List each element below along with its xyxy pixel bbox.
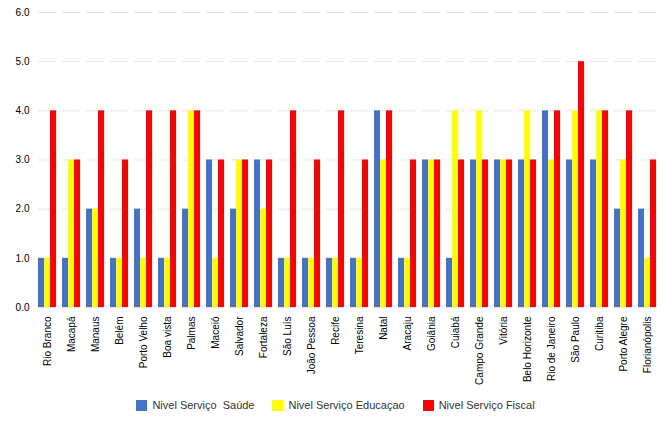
- svg-text:Porto Alegre: Porto Alegre: [618, 316, 629, 371]
- svg-text:Manaus: Manaus: [90, 317, 101, 353]
- svg-text:Rio Branco: Rio Branco: [42, 316, 53, 366]
- svg-text:1.0: 1.0: [16, 253, 30, 264]
- svg-text:Cuiabá: Cuiabá: [450, 316, 461, 348]
- svg-text:Curitiba: Curitiba: [594, 316, 605, 351]
- svg-text:Belém: Belém: [114, 317, 125, 345]
- svg-text:Florianópolis: Florianópolis: [642, 317, 653, 374]
- svg-text:Belo Horizonte: Belo Horizonte: [522, 316, 533, 382]
- svg-text:Macapá: Macapá: [66, 316, 77, 352]
- svg-text:3.0: 3.0: [16, 154, 30, 165]
- svg-text:João Pessoa: João Pessoa: [306, 316, 317, 374]
- svg-text:5.0: 5.0: [16, 56, 30, 67]
- svg-text:Vitória: Vitória: [498, 316, 509, 345]
- svg-text:Salvador: Salvador: [234, 316, 245, 356]
- html-text:Nivel Serviço Fiscal: Nivel Serviço Fiscal: [438, 399, 535, 411]
- svg-text:São Paulo: São Paulo: [570, 316, 581, 363]
- svg-text:Boa vista: Boa vista: [162, 316, 173, 358]
- svg-text:6.0: 6.0: [16, 7, 30, 18]
- svg-text:São Luís: São Luís: [282, 317, 293, 356]
- svg-text:Palmas: Palmas: [186, 317, 197, 350]
- svg-text:Campo Grande: Campo Grande: [474, 316, 485, 385]
- svg-text:Rio de Janeiro: Rio de Janeiro: [546, 316, 557, 381]
- svg-text:Maceió: Maceió: [210, 316, 221, 349]
- svg-text:Teresina: Teresina: [354, 316, 365, 354]
- svg-text:0.0: 0.0: [16, 302, 30, 313]
- svg-text:2.0: 2.0: [16, 203, 30, 214]
- svg-text:4.0: 4.0: [16, 105, 30, 116]
- svg-text:Natal: Natal: [378, 317, 389, 340]
- svg-text:Recife: Recife: [330, 316, 341, 345]
- svg-text:Goiânia: Goiânia: [426, 316, 437, 351]
- svg-text:Porto Velho: Porto Velho: [138, 316, 149, 368]
- svg-text:Aracaju: Aracaju: [402, 317, 413, 351]
- html-text:Nivel Serviço Saúde: Nivel Serviço Saúde: [152, 399, 255, 411]
- html-text:Nivel Serviço Educaçao: Nivel Serviço Educaçao: [288, 399, 405, 411]
- svg-text:Fortaleza: Fortaleza: [258, 316, 269, 358]
